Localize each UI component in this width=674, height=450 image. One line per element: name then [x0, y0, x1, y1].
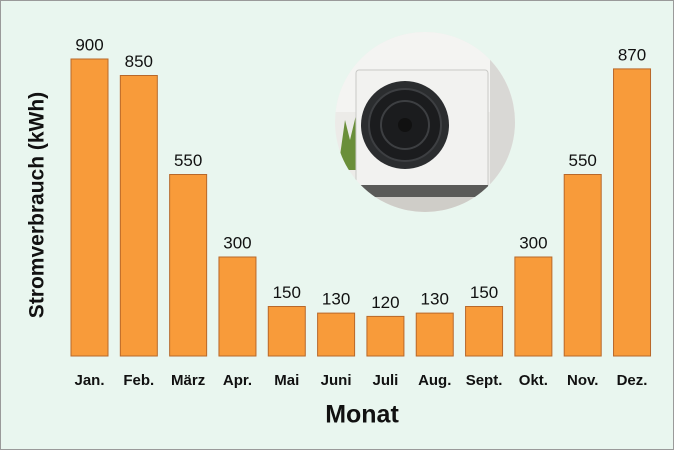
value-label: 550 [174, 151, 202, 170]
x-tick-label: Juli [372, 372, 398, 389]
value-label: 900 [75, 35, 103, 54]
value-label: 550 [569, 151, 597, 170]
bar [218, 256, 257, 357]
x-tick-label: Nov. [567, 372, 598, 389]
value-label: 120 [371, 293, 399, 312]
value-label: 130 [421, 290, 449, 309]
x-tick-label: Okt. [519, 372, 548, 389]
x-tick-label: Dez. [617, 372, 648, 389]
bar [563, 174, 602, 357]
bar [70, 58, 109, 357]
bar [415, 312, 454, 357]
value-label: 870 [618, 45, 646, 64]
x-axis-label: Monat [325, 401, 399, 429]
x-tick-label: Mai [274, 372, 299, 389]
bar [514, 256, 553, 357]
value-label: 300 [223, 233, 251, 252]
bar [169, 174, 208, 357]
value-label: 150 [470, 283, 498, 302]
x-tick-label: März [171, 372, 205, 389]
x-tick-label: Aug. [418, 372, 451, 389]
value-label: 130 [322, 290, 350, 309]
bar [613, 68, 652, 357]
x-tick-label: Sept. [466, 372, 503, 389]
value-label: 300 [519, 233, 547, 252]
value-label: 150 [273, 283, 301, 302]
bar [366, 315, 405, 357]
x-tick-label: Apr. [223, 372, 252, 389]
bar [267, 306, 306, 357]
bar [465, 306, 504, 357]
x-tick-label: Juni [321, 372, 352, 389]
bar [119, 75, 158, 357]
heat-pump-photo [335, 32, 515, 212]
value-label: 850 [125, 52, 153, 71]
y-axis-label: Stromverbrauch (kWh) [26, 92, 49, 318]
bar [317, 312, 356, 357]
x-tick-label: Jan. [74, 372, 104, 389]
x-tick-label: Feb. [123, 372, 154, 389]
